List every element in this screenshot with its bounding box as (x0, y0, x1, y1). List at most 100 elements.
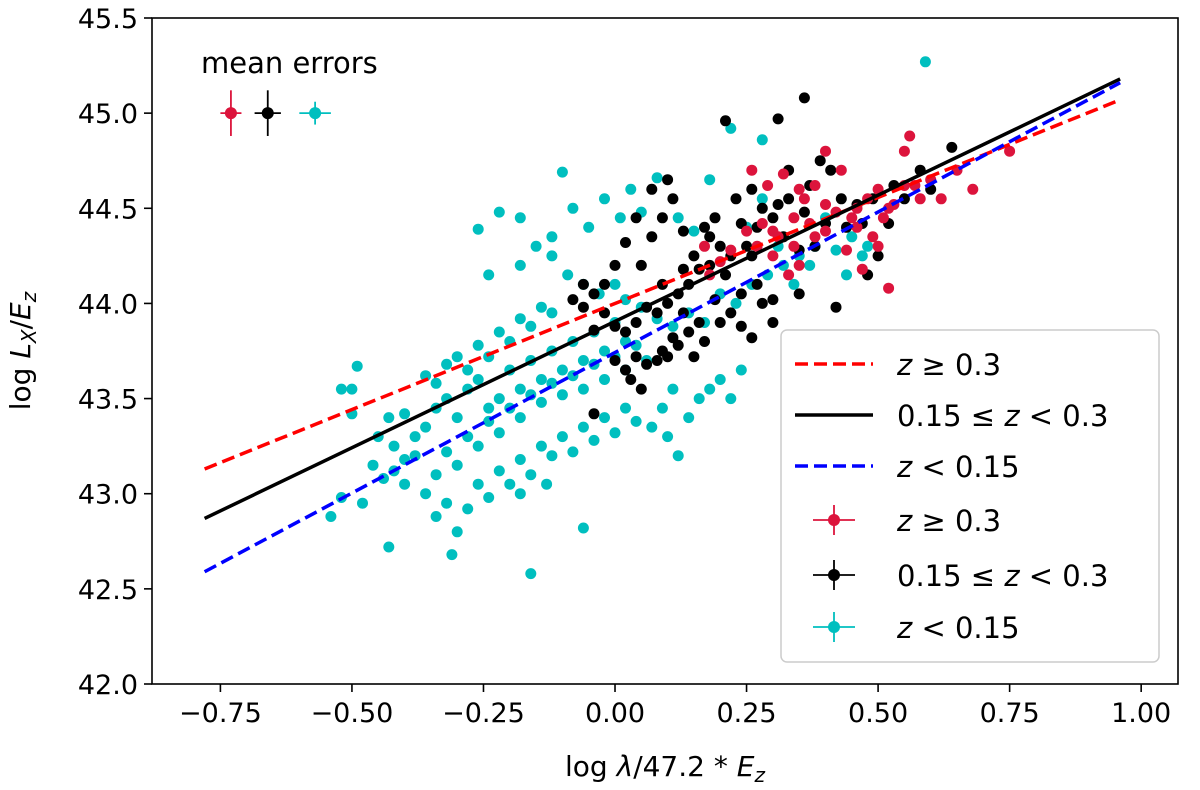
scatter-point (704, 231, 716, 243)
scatter-point (451, 526, 463, 538)
scatter-point (430, 469, 442, 481)
scatter-point (630, 415, 642, 427)
scatter-point (756, 134, 768, 146)
scatter-point (720, 115, 731, 127)
scatter-point (535, 440, 547, 452)
scatter-point (798, 92, 810, 104)
scatter-point (967, 183, 979, 195)
scatter-point (514, 212, 526, 224)
scatter-point (767, 212, 779, 224)
scatter-point (599, 345, 610, 357)
scatter-point (793, 259, 805, 271)
scatter-point (714, 240, 726, 252)
scatter-point (625, 374, 637, 385)
scatter-point (483, 402, 495, 414)
legend-label-low-z: z < 0.15 (896, 450, 1020, 484)
y-axis-label: log LX/Ez (4, 291, 41, 410)
scatter-point (704, 383, 716, 395)
scatter-point (783, 269, 795, 281)
scatter-point (746, 164, 758, 176)
scatter-point (767, 250, 779, 262)
scatter-point (809, 180, 821, 191)
scatter-point (830, 301, 842, 313)
scatter-point (662, 297, 674, 309)
scatter-point (535, 396, 547, 408)
scatter-point (567, 446, 579, 458)
y-axis-ticks: 42.0 42.5 43.0 43.5 44.0 44.5 45.0 45.5 (78, 4, 152, 701)
scatter-point (767, 294, 779, 306)
scatter-point (688, 250, 700, 262)
y-tick-label: 43.5 (78, 385, 138, 416)
scatter-point (483, 269, 495, 281)
scatter-point (325, 511, 337, 522)
scatter-point (451, 459, 463, 471)
scatter-point (514, 412, 526, 424)
scatter-point (357, 497, 368, 509)
scatter-point (835, 164, 847, 176)
scatter-point (667, 332, 679, 344)
scatter-point (567, 294, 579, 306)
scatter-point (841, 244, 852, 256)
scatter-point (651, 172, 663, 184)
scatter-point (672, 450, 684, 462)
scatter-point (735, 288, 747, 300)
legend-label-mid-z-points: 0.15 ≤ z < 0.3 (897, 559, 1108, 593)
scatter-point (714, 374, 726, 385)
scatter-point (783, 193, 795, 205)
scatter-point (383, 541, 395, 553)
x-tick-label: 0.75 (980, 698, 1040, 729)
scatter-point (388, 440, 400, 452)
scatter-point (383, 412, 395, 424)
scatter-point (556, 364, 568, 376)
scatter-point (772, 113, 784, 125)
scatter-point (346, 383, 358, 395)
scatter-point (877, 212, 889, 224)
mean-errors-label: mean errors (201, 46, 378, 80)
scatter-point (756, 218, 768, 229)
scatter-point (620, 402, 631, 414)
scatter-point (493, 326, 505, 338)
scatter-point (788, 212, 800, 224)
scatter-point (646, 421, 658, 433)
scatter-point (862, 240, 874, 252)
scatter-point (493, 206, 505, 218)
x-tick-label: 1.00 (1111, 698, 1171, 729)
scatter-point (430, 377, 442, 389)
legend-marker-mid-z (813, 560, 855, 590)
scatter-point (646, 231, 658, 243)
scatter-point (677, 225, 689, 237)
scatter-point (767, 317, 779, 328)
x-tick-label: −0.75 (179, 698, 262, 729)
scatter-point (688, 225, 700, 237)
scatter-point (820, 199, 831, 210)
x-tick-label: 0.25 (716, 698, 776, 729)
scatter-point (514, 313, 526, 325)
scatter-point (762, 180, 774, 191)
y-tick-label: 42.5 (78, 575, 138, 606)
scatter-point (546, 307, 558, 319)
scatter-point (804, 259, 816, 271)
scatter-point (451, 412, 463, 424)
scatter-point (588, 288, 600, 300)
scatter-point (546, 450, 558, 462)
y-tick-label: 45.0 (78, 99, 138, 130)
y-tick-label: 44.5 (78, 194, 138, 225)
scatter-point (577, 421, 589, 433)
scatter-point (714, 317, 726, 328)
scatter-point (946, 141, 958, 153)
x-tick-label: 0.00 (585, 698, 645, 729)
scatter-point (798, 193, 810, 205)
scatter-point (530, 240, 542, 252)
scatter-point (635, 383, 647, 395)
scatter-point (599, 374, 610, 385)
scatter-point (709, 212, 721, 224)
scatter-point (651, 307, 663, 319)
scatter-point (904, 130, 916, 142)
scatter-point (883, 282, 895, 294)
scatter-point (577, 355, 589, 366)
legend-box (780, 329, 1160, 663)
scatter-point (399, 408, 411, 420)
scatter-point (741, 225, 753, 237)
x-tick-label: −0.50 (311, 698, 394, 729)
scatter-point (599, 278, 610, 290)
